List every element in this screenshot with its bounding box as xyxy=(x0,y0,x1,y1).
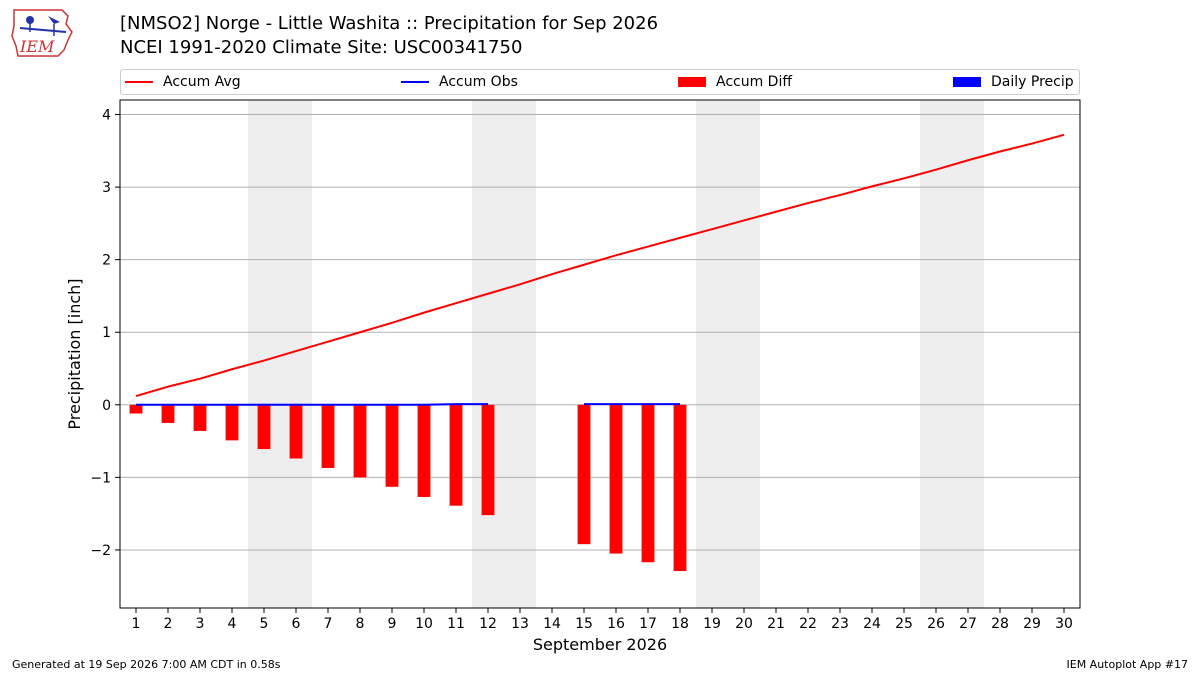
x-tick-label: 8 xyxy=(356,616,365,632)
accum-diff-bar xyxy=(577,404,591,545)
x-tick-label: 29 xyxy=(1023,616,1041,632)
x-tick-label: 7 xyxy=(324,616,333,632)
x-tick-label: 30 xyxy=(1055,616,1073,632)
accum-diff-bar xyxy=(129,404,143,414)
accum-diff-bar xyxy=(385,404,399,487)
chart-legend: Accum Avg Accum Obs Accum Diff Daily Pre… xyxy=(120,69,1080,95)
x-tick-label: 18 xyxy=(671,616,689,632)
legend-swatch-daily-precip xyxy=(953,77,981,87)
accum-diff-bar xyxy=(289,404,303,459)
legend-swatch-accum-diff xyxy=(678,77,706,87)
plot-frame xyxy=(119,99,1081,609)
x-tick-label: 4 xyxy=(228,616,237,632)
accum-diff-bar xyxy=(609,404,623,554)
accum-diff-bar xyxy=(449,404,463,506)
accum-diff-bar xyxy=(321,404,335,468)
x-tick-label: 19 xyxy=(703,616,721,632)
accum-avg-line xyxy=(135,133,1065,398)
logo-text: IEM xyxy=(19,37,55,56)
x-tick-label: 16 xyxy=(607,616,625,632)
accum-obs-line xyxy=(136,403,488,406)
x-tick-label: 13 xyxy=(511,616,529,632)
generated-timestamp: Generated at 19 Sep 2026 7:00 AM CDT in … xyxy=(12,658,281,671)
y-tick-label: 3 xyxy=(102,180,111,196)
legend-label-accum-diff: Accum Diff xyxy=(716,74,793,90)
x-tick-label: 6 xyxy=(292,616,301,632)
accum-diff-bars xyxy=(129,404,687,571)
series-lines xyxy=(135,133,1065,406)
y-tick-label: 4 xyxy=(102,108,111,124)
accum-diff-bar xyxy=(673,404,687,571)
x-tick-label: 24 xyxy=(863,616,881,632)
accum-diff-bar xyxy=(225,404,239,441)
legend-label-accum-avg: Accum Avg xyxy=(163,74,241,90)
legend-swatch-accum-avg xyxy=(125,81,153,83)
legend-label-accum-obs: Accum Obs xyxy=(439,74,518,90)
accum-diff-bar xyxy=(353,404,367,478)
x-tick-label: 15 xyxy=(575,616,593,632)
app-label: IEM Autoplot App #17 xyxy=(1066,658,1189,671)
x-tick-label: 14 xyxy=(543,616,561,632)
accum-diff-bar xyxy=(161,404,175,423)
x-tick-label: 26 xyxy=(927,616,945,632)
y-tick-label: 0 xyxy=(102,398,111,414)
accum-diff-bar xyxy=(257,404,271,450)
x-tick-label: 22 xyxy=(799,616,817,632)
weekend-band-1 xyxy=(472,100,536,608)
weekend-band-2 xyxy=(696,100,760,608)
x-tick-label: 17 xyxy=(639,616,657,632)
title-line-2: NCEI 1991-2020 Climate Site: USC00341750 xyxy=(120,37,523,58)
accum-diff-bar xyxy=(417,404,431,497)
legend-entry-daily-precip: Daily Precip xyxy=(953,74,1074,90)
x-tick-label: 1 xyxy=(132,616,141,632)
accum-diff-bar xyxy=(193,404,207,431)
x-tick-label: 11 xyxy=(447,616,465,632)
x-tick-label: 9 xyxy=(388,616,397,632)
weekend-shading xyxy=(248,100,984,608)
x-tick-label: 23 xyxy=(831,616,849,632)
x-tick-label: 28 xyxy=(991,616,1009,632)
chart-title: [NMSO2] Norge - Little Washita :: Precip… xyxy=(120,12,658,60)
weekend-band-3 xyxy=(920,100,984,608)
x-axis-label: September 2026 xyxy=(533,635,667,654)
legend-swatch-accum-obs xyxy=(401,81,429,83)
x-tick-label: 25 xyxy=(895,616,913,632)
x-tick-label: 3 xyxy=(196,616,205,632)
legend-entry-accum-avg: Accum Avg xyxy=(125,74,241,90)
y-tick-label: −1 xyxy=(90,470,111,486)
y-tick-label: −2 xyxy=(90,543,111,559)
legend-label-daily-precip: Daily Precip xyxy=(991,74,1074,90)
accum-diff-bar xyxy=(641,404,655,563)
accum-diff-bar xyxy=(481,404,495,516)
title-line-1: [NMSO2] Norge - Little Washita :: Precip… xyxy=(120,13,659,34)
x-tick-label: 2 xyxy=(164,616,173,632)
x-tick-label: 10 xyxy=(415,616,433,632)
x-tick-label: 12 xyxy=(479,616,497,632)
legend-entry-accum-obs: Accum Obs xyxy=(401,74,518,90)
x-tick-label: 27 xyxy=(959,616,977,632)
iem-logo: IEM xyxy=(11,9,73,57)
legend-entry-accum-diff: Accum Diff xyxy=(678,74,792,90)
y-tick-label: 2 xyxy=(102,253,111,269)
y-tick-label: 1 xyxy=(102,325,111,341)
y-axis-label: Precipitation [inch] xyxy=(65,278,84,429)
x-tick-label: 5 xyxy=(260,616,269,632)
weekend-band-0 xyxy=(248,100,312,608)
x-tick-label: 21 xyxy=(767,616,785,632)
x-tick-label: 20 xyxy=(735,616,753,632)
